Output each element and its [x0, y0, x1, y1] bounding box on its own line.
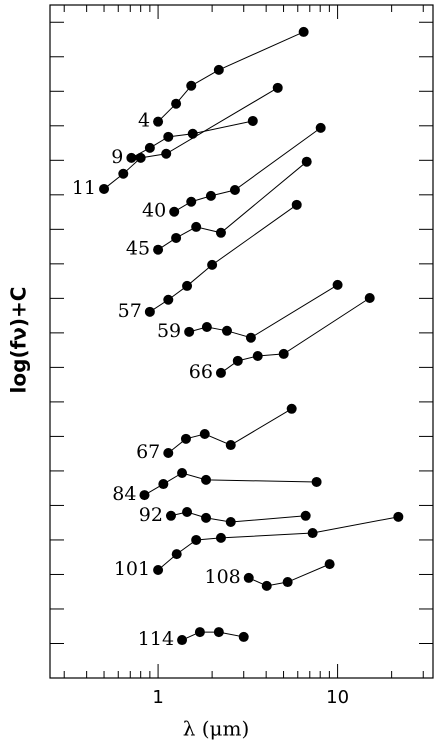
data-point — [139, 490, 150, 501]
series-label: 84 — [112, 483, 136, 505]
series-label: 101 — [114, 558, 150, 580]
data-point — [252, 350, 263, 361]
data-point — [180, 433, 191, 444]
data-point — [99, 183, 110, 194]
data-point — [171, 549, 182, 560]
data-point — [118, 168, 129, 179]
series-label: 40 — [142, 200, 166, 222]
data-point — [153, 564, 164, 575]
data-point — [207, 259, 218, 270]
data-point — [194, 627, 205, 638]
data-point — [144, 142, 155, 153]
data-point — [191, 534, 202, 545]
data-point — [126, 152, 137, 163]
series-line — [144, 472, 317, 496]
data-point — [364, 293, 375, 304]
data-point — [205, 190, 216, 201]
data-point — [215, 367, 226, 378]
data-point — [163, 447, 174, 458]
data-point — [135, 152, 146, 163]
series-label: 4 — [138, 110, 150, 132]
data-point — [182, 280, 193, 291]
data-point — [393, 511, 404, 522]
plot-frame — [49, 4, 434, 679]
series-line — [149, 204, 298, 313]
data-point — [225, 517, 236, 528]
data-point — [158, 479, 169, 490]
series-line — [248, 563, 330, 587]
series-label: 92 — [139, 504, 163, 526]
data-point — [177, 467, 188, 478]
y-axis-label: log(fν)+C — [7, 287, 31, 394]
data-point — [215, 532, 226, 543]
data-point — [225, 440, 236, 451]
data-point — [221, 325, 232, 336]
data-point — [184, 326, 195, 337]
data-point — [286, 403, 297, 414]
data-point — [201, 512, 212, 523]
data-point — [278, 348, 289, 359]
data-point — [232, 355, 243, 366]
series-label: 11 — [72, 177, 96, 199]
data-point — [199, 428, 210, 439]
series-line — [181, 631, 244, 641]
data-point — [245, 332, 256, 343]
data-point — [201, 322, 212, 333]
series-line — [173, 127, 321, 213]
data-point — [215, 227, 226, 238]
data-point — [191, 221, 202, 232]
data-point — [186, 80, 197, 91]
data-point — [261, 580, 272, 591]
series-label: 108 — [204, 566, 240, 588]
data-point — [243, 572, 254, 583]
data-point — [171, 232, 182, 243]
series-line — [157, 31, 304, 123]
data-point — [301, 156, 312, 167]
data-point — [311, 476, 322, 487]
data-point — [163, 131, 174, 142]
series-line — [189, 284, 338, 339]
data-point — [315, 122, 326, 133]
series-label: 59 — [157, 320, 181, 342]
x-axis-label: λ (μm) — [183, 717, 250, 741]
data-point — [300, 510, 311, 521]
data-point — [165, 510, 176, 521]
data-point — [153, 116, 164, 127]
data-point — [163, 294, 174, 305]
series-label: 9 — [111, 146, 123, 168]
x-tick-label: 10 — [326, 687, 349, 708]
data-point — [291, 199, 302, 210]
data-point — [332, 279, 343, 290]
data-point — [177, 635, 188, 646]
data-point — [272, 82, 283, 93]
series-label: 45 — [126, 238, 150, 260]
series-label: 66 — [189, 361, 213, 383]
data-point — [213, 64, 224, 75]
data-point — [247, 115, 258, 126]
series-label: 67 — [136, 441, 160, 463]
data-point — [201, 474, 212, 485]
data-point — [238, 631, 249, 642]
data-point — [187, 128, 198, 139]
data-point — [161, 148, 172, 159]
data-point — [171, 98, 182, 109]
x-tick-label: 1 — [152, 687, 163, 708]
data-point — [169, 206, 180, 217]
series-label: 57 — [118, 300, 142, 322]
data-point — [182, 506, 193, 517]
data-point — [213, 627, 224, 638]
data-point — [282, 577, 293, 588]
series-label: 114 — [138, 628, 174, 650]
data-point — [307, 528, 318, 539]
data-point — [153, 244, 164, 255]
data-point — [144, 306, 155, 317]
data-point — [186, 196, 197, 207]
data-point — [229, 184, 240, 195]
series-line — [103, 87, 278, 190]
data-point — [324, 559, 335, 570]
data-point — [298, 26, 309, 37]
